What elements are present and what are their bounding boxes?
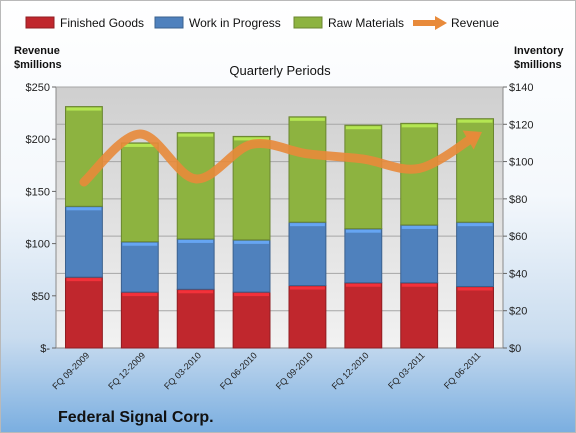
bar-work-in-progress (400, 224, 439, 284)
bar-highlight (457, 119, 493, 123)
bar-raw-materials (176, 132, 215, 240)
y-axis-right-title-line2: $millions (514, 59, 562, 71)
bar-highlight (178, 133, 214, 137)
bar-highlight (122, 242, 158, 246)
bar-finished-goods (64, 276, 103, 349)
bar-highlight (401, 225, 437, 229)
bar-raw-materials (288, 116, 327, 223)
y-right-tick-label: $100 (509, 157, 533, 169)
legend-label-raw-materials: Raw Materials (328, 16, 404, 30)
bar-finished-goods (344, 282, 383, 349)
bar-finished-goods (400, 282, 439, 349)
bar-raw-materials (64, 106, 103, 207)
bar-work-in-progress (456, 221, 495, 287)
bar-raw-materials (120, 142, 159, 243)
y-right-tick-label: $80 (509, 194, 527, 206)
bar-finished-goods (456, 285, 495, 349)
y-right-tick-label: $140 (509, 82, 533, 94)
bar-highlight (122, 143, 158, 147)
y-axis-left-title-line1: Revenue (14, 45, 60, 57)
x-category-label: FQ 12-2010 (330, 350, 371, 391)
bar-raw-materials (400, 122, 439, 226)
bar-highlight (345, 283, 381, 287)
x-axis-categories: FQ 09-2009 FQ 12-2009 FQ 03-2010 FQ 06-2010… (50, 350, 482, 391)
bar-highlight (457, 287, 493, 291)
legend-swatch-raw-materials (293, 16, 323, 29)
y-axis-right-ticks: $0 $20 $40 $60 $80 $100 $120 $140 (503, 82, 533, 355)
bar-highlight (66, 107, 102, 111)
bar-work-in-progress (64, 205, 103, 278)
y-left-tick-label: $250 (26, 82, 50, 94)
x-category-label: FQ 09-2009 (50, 350, 91, 391)
y-right-tick-label: $120 (509, 119, 533, 131)
bar-finished-goods (120, 291, 159, 349)
bar-highlight (178, 290, 214, 294)
y-right-tick-label: $20 (509, 306, 527, 318)
bar-highlight (289, 223, 325, 227)
y-axis-left-ticks: $- $50 $100 $150 $200 $250 (26, 82, 56, 355)
legend-swatch-finished-goods (25, 16, 55, 29)
bar-highlight (234, 137, 270, 141)
x-category-label: FQ 09-2010 (274, 350, 315, 391)
bar-highlight (234, 240, 270, 244)
bar-work-in-progress (288, 221, 327, 287)
bar-finished-goods (176, 288, 215, 349)
revenue-line-group (79, 129, 482, 187)
bar-work-in-progress (120, 241, 159, 293)
bar-highlight (457, 223, 493, 227)
x-category-label: FQ 06-2010 (218, 350, 259, 391)
y-right-tick-label: $60 (509, 231, 527, 243)
bar-work-in-progress (344, 228, 383, 284)
bar-finished-goods (288, 285, 327, 349)
bar-finished-goods (232, 291, 271, 349)
bar-highlight (345, 229, 381, 233)
y-left-tick-label: $200 (26, 134, 50, 146)
bar-highlight (401, 124, 437, 128)
legend-label-finished-goods: Finished Goods (60, 16, 144, 30)
bar-highlight (234, 293, 270, 297)
y-left-tick-label: $50 (32, 291, 50, 303)
legend: Finished Goods Work in Progress Raw Materi… (25, 16, 499, 30)
x-category-label: FQ 03-2011 (386, 350, 427, 391)
bar-highlight (66, 278, 102, 282)
bar-highlight (289, 286, 325, 290)
bar-highlight (66, 207, 102, 211)
bar-highlight (401, 283, 437, 287)
legend-label-work-in-progress: Work in Progress (189, 16, 281, 30)
bar-highlight (122, 293, 158, 297)
revenue-line (79, 129, 480, 187)
bar-highlight (289, 117, 325, 121)
y-axis-left-title-line2: $millions (14, 59, 62, 71)
x-category-label: FQ 12-2009 (106, 350, 147, 391)
y-axis-right-title-line1: Inventory (514, 45, 564, 57)
x-category-label: FQ 06-2011 (442, 350, 483, 391)
chart-title: Quarterly Periods (229, 63, 331, 78)
bar-highlight (345, 126, 381, 130)
y-right-tick-label: $40 (509, 268, 527, 280)
bars (64, 106, 495, 349)
bar-work-in-progress (232, 239, 271, 293)
bar-work-in-progress (176, 238, 215, 290)
bar-highlight (178, 239, 214, 243)
bar-raw-materials (344, 124, 383, 230)
legend-swatch-work-in-progress (154, 16, 184, 29)
y-right-tick-label: $0 (509, 343, 521, 355)
y-left-tick-label: $100 (26, 239, 50, 251)
x-category-label: FQ 03-2010 (162, 350, 203, 391)
legend-label-revenue: Revenue (451, 16, 499, 30)
y-left-tick-label: $- (40, 343, 50, 355)
company-name: Federal Signal Corp. (58, 409, 214, 426)
y-left-tick-label: $150 (26, 186, 50, 198)
legend-swatch-arrow (435, 16, 447, 30)
revenue-arrowhead (462, 130, 482, 150)
